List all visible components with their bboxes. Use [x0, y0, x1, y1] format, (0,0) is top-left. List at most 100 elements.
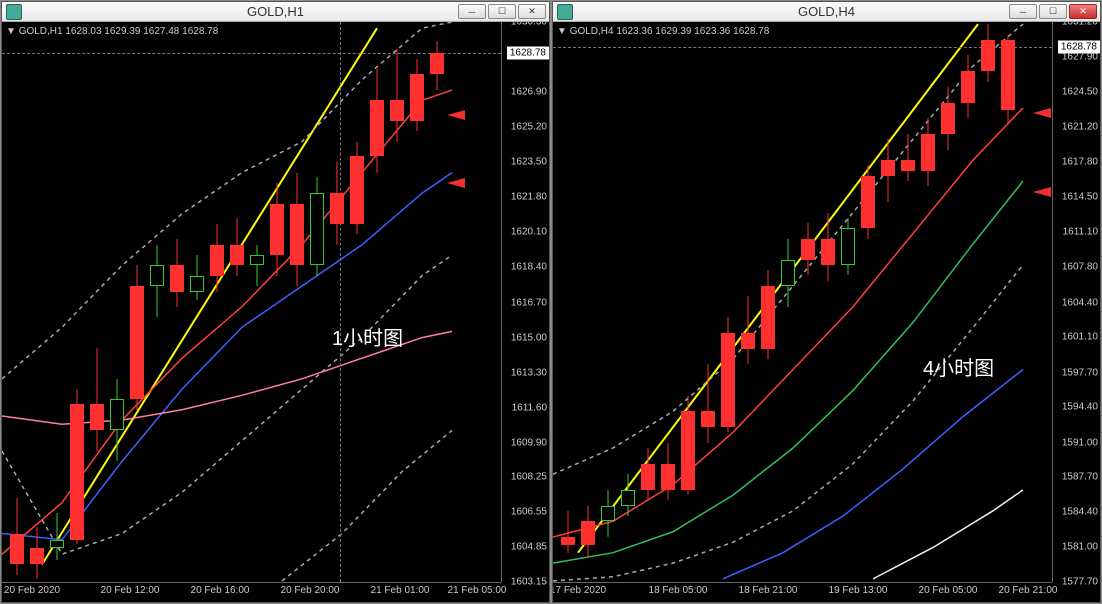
y-tick-label: 1625.20 — [511, 122, 547, 133]
arrow-icon — [1033, 108, 1051, 118]
candle[interactable] — [981, 22, 995, 582]
x-tick-label: 17 Feb 2020 — [553, 585, 606, 596]
x-tick-label: 19 Feb 13:00 — [829, 585, 888, 596]
x-axis-right: 17 Feb 202018 Feb 05:0018 Feb 21:0019 Fe… — [553, 582, 1052, 602]
x-tick-label: 20 Feb 2020 — [4, 585, 60, 596]
y-axis-right: 1577.701581.001584.401587.701591.001594.… — [1052, 22, 1100, 582]
candle[interactable] — [901, 22, 915, 582]
x-tick-label: 18 Feb 21:00 — [739, 585, 798, 596]
candle[interactable] — [961, 22, 975, 582]
close-button[interactable]: ✕ — [1069, 4, 1097, 19]
y-tick-label: 1631.20 — [1062, 22, 1098, 28]
candle[interactable] — [370, 22, 384, 582]
y-tick-label: 1611.60 — [512, 402, 547, 413]
candle[interactable] — [581, 22, 595, 582]
minimize-button[interactable]: ─ — [1009, 4, 1037, 19]
candle[interactable] — [661, 22, 675, 582]
candle[interactable] — [601, 22, 615, 582]
candle[interactable] — [250, 22, 264, 582]
y-tick-label: 1618.40 — [511, 262, 547, 273]
chart-area-right[interactable]: ▼ GOLD,H4 1623.36 1629.39 1623.36 1628.7… — [553, 22, 1100, 602]
x-tick-label: 20 Feb 12:00 — [101, 585, 160, 596]
candle[interactable] — [841, 22, 855, 582]
ohlc-label: ▼ GOLD,H4 1623.36 1629.39 1623.36 1628.7… — [557, 26, 769, 37]
maximize-button[interactable]: ☐ — [488, 4, 516, 19]
candle[interactable] — [761, 22, 775, 582]
y-tick-label: 1604.85 — [511, 541, 547, 552]
candle[interactable] — [821, 22, 835, 582]
y-tick-label: 1623.50 — [511, 157, 547, 168]
y-tick-label: 1587.70 — [1062, 472, 1098, 483]
chart-annotation: 4小时图 — [923, 352, 994, 381]
candle[interactable] — [50, 22, 64, 582]
y-tick-label: 1581.00 — [1062, 542, 1098, 553]
candle[interactable] — [90, 22, 104, 582]
candle[interactable] — [110, 22, 124, 582]
close-button[interactable]: ✕ — [518, 4, 546, 19]
candle[interactable] — [941, 22, 955, 582]
x-axis-left: 20 Feb 202020 Feb 12:0020 Feb 16:0020 Fe… — [2, 582, 501, 602]
plot-right[interactable]: ▼ GOLD,H4 1623.36 1629.39 1623.36 1628.7… — [553, 22, 1052, 582]
candle[interactable] — [801, 22, 815, 582]
window-title: GOLD,H1 — [247, 4, 304, 19]
candle[interactable] — [170, 22, 184, 582]
candle[interactable] — [781, 22, 795, 582]
y-tick-label: 1607.80 — [1062, 261, 1098, 272]
candle[interactable] — [621, 22, 635, 582]
x-tick-label: 20 Feb 21:00 — [999, 585, 1058, 596]
candle[interactable] — [701, 22, 715, 582]
candle[interactable] — [881, 22, 895, 582]
chart-annotation: 1小时图 — [332, 322, 403, 351]
y-tick-label: 1620.10 — [511, 227, 547, 238]
candle[interactable] — [70, 22, 84, 582]
titlebar-left[interactable]: GOLD,H1 ─ ☐ ✕ — [2, 2, 549, 22]
titlebar-right[interactable]: GOLD,H4 ─ ☐ ✕ — [553, 2, 1100, 22]
y-tick-label: 1606.55 — [511, 506, 547, 517]
candle[interactable] — [270, 22, 284, 582]
candle[interactable] — [310, 22, 324, 582]
candle[interactable] — [561, 22, 575, 582]
y-tick-label: 1594.40 — [1062, 402, 1098, 413]
candle[interactable] — [330, 22, 344, 582]
current-price-box: 1628.78 — [507, 47, 549, 60]
ohlc-text: GOLD,H4 1623.36 1629.39 1623.36 1628.78 — [570, 26, 770, 37]
candle[interactable] — [410, 22, 424, 582]
candle[interactable] — [1001, 22, 1015, 582]
candle[interactable] — [150, 22, 164, 582]
candle[interactable] — [681, 22, 695, 582]
candle[interactable] — [130, 22, 144, 582]
candle[interactable] — [230, 22, 244, 582]
candle[interactable] — [390, 22, 404, 582]
candle[interactable] — [10, 22, 24, 582]
x-tick-label: 20 Feb 16:00 — [191, 585, 250, 596]
y-tick-label: 1611.10 — [1063, 227, 1098, 238]
candle[interactable] — [430, 22, 444, 582]
candle[interactable] — [210, 22, 224, 582]
chart-window-left: GOLD,H1 ─ ☐ ✕ ▼ GOLD,H1 1628.03 1629.39 … — [1, 1, 550, 603]
app-icon — [557, 4, 573, 20]
candle[interactable] — [721, 22, 735, 582]
candle[interactable] — [30, 22, 44, 582]
y-tick-label: 1616.70 — [511, 297, 547, 308]
y-tick-label: 1614.50 — [1062, 191, 1098, 202]
candle[interactable] — [741, 22, 755, 582]
candle[interactable] — [921, 22, 935, 582]
arrow-icon — [447, 110, 465, 120]
arrow-icon — [447, 178, 465, 188]
chart-window-right: GOLD,H4 ─ ☐ ✕ ▼ GOLD,H4 1623.36 1629.39 … — [552, 1, 1101, 603]
chart-area-left[interactable]: ▼ GOLD,H1 1628.03 1629.39 1627.48 1628.7… — [2, 22, 549, 602]
candle[interactable] — [641, 22, 655, 582]
y-tick-label: 1604.40 — [1062, 297, 1098, 308]
candle[interactable] — [350, 22, 364, 582]
x-tick-label: 21 Feb 01:00 — [371, 585, 430, 596]
plot-left[interactable]: ▼ GOLD,H1 1628.03 1629.39 1627.48 1628.7… — [2, 22, 501, 582]
minimize-button[interactable]: ─ — [458, 4, 486, 19]
y-tick-label: 1617.80 — [1062, 157, 1098, 168]
candle[interactable] — [190, 22, 204, 582]
y-tick-label: 1608.25 — [511, 471, 547, 482]
y-tick-label: 1584.40 — [1062, 506, 1098, 517]
ohlc-label: ▼ GOLD,H1 1628.03 1629.39 1627.48 1628.7… — [6, 26, 218, 37]
candle[interactable] — [861, 22, 875, 582]
candle[interactable] — [290, 22, 304, 582]
maximize-button[interactable]: ☐ — [1039, 4, 1067, 19]
